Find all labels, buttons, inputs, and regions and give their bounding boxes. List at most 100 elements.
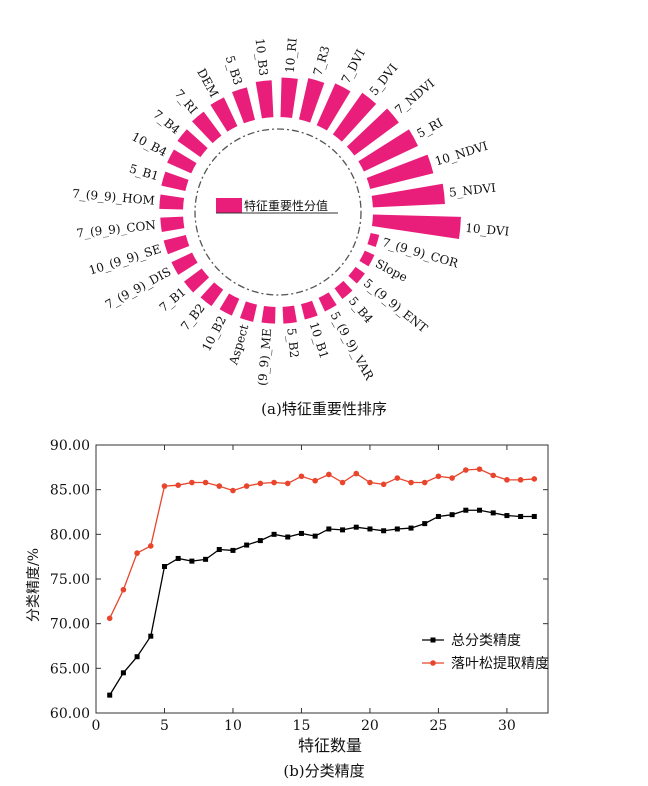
radial-bar	[358, 129, 419, 172]
x-tick-label: 0	[92, 718, 101, 734]
radial-bar-label: 10_B3	[253, 38, 271, 77]
data-point-larch	[106, 615, 113, 622]
data-point-total	[312, 533, 318, 539]
radial-bar	[280, 77, 298, 119]
radial-bar-label: 10_NDVI	[433, 139, 490, 169]
y-tick-label: 65.00	[50, 661, 90, 677]
data-point-larch	[421, 479, 428, 486]
data-point-total	[285, 534, 291, 540]
radial-bar	[163, 235, 190, 255]
y-tick-label: 80.00	[50, 527, 90, 543]
data-point-total	[244, 542, 250, 548]
data-point-total	[230, 547, 236, 553]
radial-bar	[346, 108, 399, 156]
radial-bar-label: 7_RI	[172, 87, 201, 117]
radial-bar-label: 5_(9_9)_ENT	[361, 276, 430, 335]
radial-bar	[301, 300, 318, 320]
radial-bar-label: 5_DVI	[367, 61, 401, 98]
data-point-total	[422, 521, 428, 527]
data-point-larch	[312, 477, 318, 484]
caption-b: (b)分类精度	[283, 762, 365, 780]
y-tick-label: 90.00	[50, 438, 90, 454]
radial-bar	[298, 78, 325, 123]
data-point-total	[298, 530, 304, 536]
radial-bar-label: 7_DVI	[339, 47, 368, 86]
data-point-larch	[326, 471, 332, 478]
data-point-total	[107, 692, 113, 698]
radial-bar-label: 5_B1	[128, 162, 161, 184]
radial-bar-label: 10_B2	[199, 314, 229, 354]
data-point-total	[216, 547, 222, 553]
data-point-total	[367, 526, 373, 532]
y-tick-label: 75.00	[50, 572, 90, 588]
axes: 0 5 10 15 20 25 30 60.00 65.00 70.00 75.00 80.00 85.…	[50, 438, 549, 734]
data-point-total	[490, 510, 496, 516]
radial-bar-label: 10_DVI	[465, 221, 510, 239]
data-point-larch	[394, 475, 401, 481]
data-point-total	[518, 513, 524, 519]
radial-legend: 特征重要性分值	[216, 198, 338, 214]
data-point-total	[175, 555, 181, 561]
data-point-total	[477, 507, 483, 513]
radial-bar-label: 7_(9_9)_CON	[76, 218, 157, 241]
radial-bar-label: 7_R3	[311, 44, 333, 77]
radial-bar-label: 7_B4	[151, 107, 184, 137]
radial-bar-label: 5_(9_9)_ME	[254, 328, 274, 385]
radial-bar	[371, 183, 445, 208]
accuracy-line-chart: 0 5 10 15 20 25 30 60.00 65.00 70.00 75.00 80.00 85.…	[26, 438, 549, 755]
radial-bar	[255, 80, 274, 119]
data-point-larch	[298, 473, 305, 480]
data-point-larch	[353, 470, 360, 477]
data-point-larch	[476, 466, 483, 472]
radial-bar-label: 7_B2	[178, 301, 208, 333]
radial-bar	[219, 293, 240, 316]
data-point-larch	[284, 480, 291, 487]
data-point-larch	[380, 481, 387, 488]
radial-bar	[231, 87, 255, 124]
series	[106, 466, 538, 698]
data-point-larch	[120, 586, 127, 593]
inner-ring	[194, 128, 362, 296]
data-point-larch	[517, 477, 524, 483]
data-point-total	[531, 513, 537, 519]
data-point-larch	[243, 483, 250, 489]
radial-bar-label: 5_B4	[346, 294, 376, 326]
radial-bar-label: 7_(9_9)_HOM	[72, 187, 156, 208]
data-point-larch	[531, 476, 538, 482]
radial-bar	[367, 232, 380, 248]
y-tick-label: 85.00	[50, 483, 90, 499]
data-point-total	[161, 563, 167, 569]
radial-bar-label: 10_B4	[129, 130, 169, 160]
y-axis-label: 分类精度/%	[26, 548, 42, 622]
x-tick-label: 20	[361, 718, 379, 734]
y-tick-label: 60.00	[50, 706, 90, 722]
data-point-total	[340, 527, 346, 533]
radial-bar	[171, 252, 198, 275]
data-point-larch	[449, 475, 455, 481]
radial-bar-label: Aspect	[226, 323, 251, 368]
data-point-total	[189, 558, 195, 564]
data-point-total	[408, 525, 414, 531]
data-point-larch	[367, 479, 373, 486]
legend-marker-total	[430, 637, 436, 643]
radial-bar	[282, 305, 297, 324]
data-point-total	[504, 513, 510, 519]
radial-bar	[366, 154, 434, 189]
radial-bar	[177, 129, 208, 158]
radial-bar-label: 10_B1	[307, 320, 332, 360]
data-point-total	[148, 633, 154, 639]
radial-bar	[210, 97, 238, 132]
x-tick-label: 15	[293, 718, 311, 734]
radial-bar-label: 5_B2	[284, 327, 301, 358]
radial-bar	[348, 266, 365, 284]
radial-bar-label: Slope	[373, 256, 410, 284]
data-point-larch	[134, 550, 140, 556]
legend-label-total: 总分类精度	[451, 633, 521, 649]
data-point-larch	[147, 543, 154, 549]
data-point-total	[449, 512, 455, 518]
radial-bar	[161, 171, 189, 192]
data-point-total	[120, 670, 126, 676]
radial-bar-label: 7_NDVI	[392, 76, 437, 117]
x-tick-label: 10	[224, 718, 242, 734]
radial-bar	[167, 149, 197, 174]
